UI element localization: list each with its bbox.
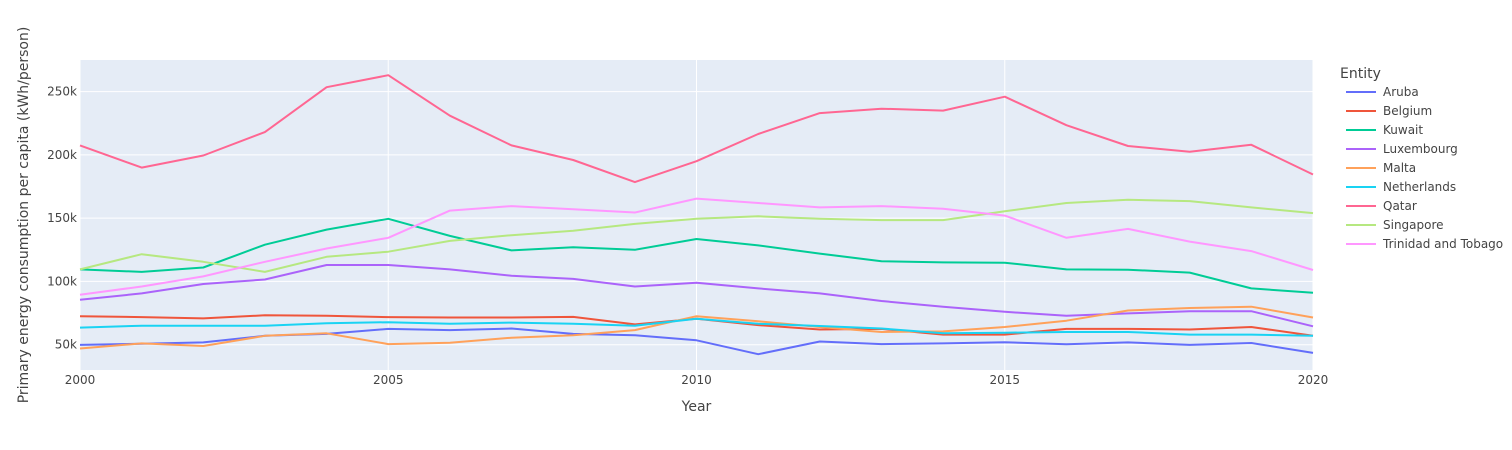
y-axis-title: Primary energy consumption per capita (k…	[16, 27, 32, 404]
y-axis-ticks: 50k 100k 150k 200k 250k	[47, 85, 77, 352]
x-axis-title: Year	[681, 399, 712, 415]
legend-label: Singapore	[1383, 218, 1444, 232]
legend-item-luxembourg[interactable]: Luxembourg	[1346, 142, 1458, 156]
legend-item-belgium[interactable]: Belgium	[1346, 104, 1432, 118]
legend: Entity Aruba Belgium Kuwait Luxembourg Malta…	[1340, 66, 1503, 251]
legend-item-trinidad-and-tobago[interactable]: Trinidad and Tobago	[1346, 237, 1503, 251]
x-tick-label: 2020	[1298, 373, 1329, 387]
legend-item-malta[interactable]: Malta	[1346, 161, 1416, 175]
legend-label: Netherlands	[1383, 180, 1456, 194]
legend-label: Luxembourg	[1383, 142, 1458, 156]
legend-item-singapore[interactable]: Singapore	[1346, 218, 1444, 232]
x-tick-label: 2015	[989, 373, 1020, 387]
legend-label: Qatar	[1383, 199, 1417, 213]
x-axis-ticks: 2000 2005 2010 2015 2020	[65, 373, 1329, 387]
series-line-qatar	[79, 74, 1314, 184]
legend-item-aruba[interactable]: Aruba	[1346, 85, 1419, 99]
series-line-netherlands	[79, 317, 1314, 337]
legend-label: Kuwait	[1383, 123, 1423, 137]
series-line-malta	[79, 305, 1314, 350]
x-tick-label: 2005	[373, 373, 404, 387]
y-tick-label: 100k	[47, 274, 77, 288]
x-tick-label: 2010	[681, 373, 712, 387]
legend-label: Aruba	[1383, 85, 1419, 99]
series-lines	[79, 74, 1314, 356]
series-line-kuwait	[79, 217, 1314, 294]
legend-item-kuwait[interactable]: Kuwait	[1346, 123, 1423, 137]
x-tick-label: 2000	[65, 373, 96, 387]
legend-item-qatar[interactable]: Qatar	[1346, 199, 1417, 213]
legend-title: Entity	[1340, 66, 1381, 82]
y-tick-label: 150k	[47, 211, 77, 225]
y-tick-label: 50k	[55, 338, 77, 352]
legend-label: Belgium	[1383, 104, 1432, 118]
legend-label: Trinidad and Tobago	[1382, 237, 1503, 251]
series-line-singapore	[79, 198, 1314, 273]
series-line-trinidad-and-tobago	[79, 197, 1314, 296]
grid	[79, 60, 1314, 370]
y-tick-label: 250k	[47, 85, 77, 99]
legend-label: Malta	[1383, 161, 1416, 175]
y-tick-label: 200k	[47, 148, 77, 162]
legend-item-netherlands[interactable]: Netherlands	[1346, 180, 1456, 194]
